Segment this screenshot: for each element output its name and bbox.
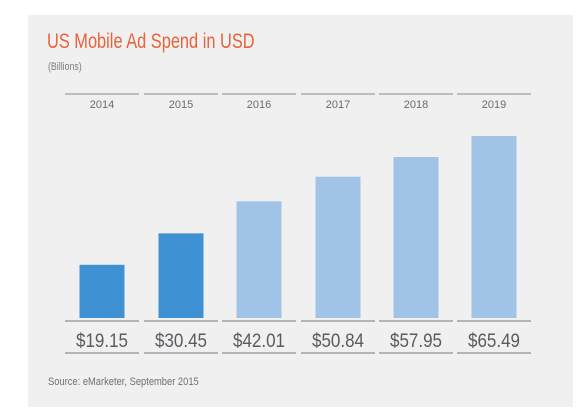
value-label: $30.45 [155, 331, 207, 352]
bar [393, 156, 439, 318]
chart-title: US Mobile Ad Spend in USD [47, 30, 255, 53]
value-label: $57.95 [390, 331, 442, 352]
value-label: $65.49 [468, 331, 520, 352]
bar [471, 136, 517, 318]
year-label: 2016 [247, 99, 271, 111]
year-label: 2018 [404, 99, 428, 111]
value-label: $50.84 [312, 331, 364, 352]
source-note: Source: eMarketer, September 2015 [48, 376, 199, 388]
year-label: 2019 [482, 99, 506, 111]
year-label: 2014 [90, 99, 114, 111]
bar [79, 264, 125, 318]
year-label: 2017 [326, 99, 350, 111]
bar [315, 176, 361, 318]
chart-subtitle: (Billions) [48, 61, 82, 73]
value-label: $42.01 [233, 331, 285, 352]
value-label: $19.15 [76, 331, 128, 352]
year-label: 2015 [169, 99, 193, 111]
bar [236, 201, 282, 318]
bar [158, 233, 204, 318]
